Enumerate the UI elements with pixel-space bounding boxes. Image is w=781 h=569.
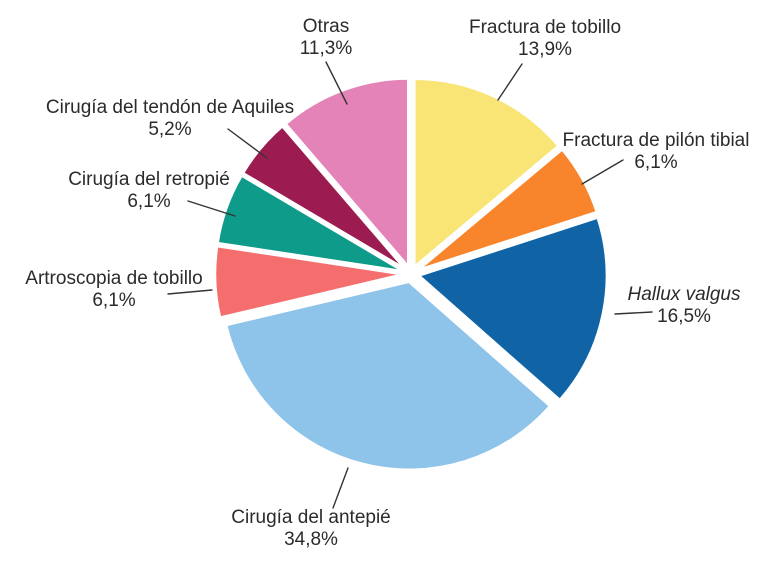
slice-label-text: Otras xyxy=(302,16,350,37)
slice-percent: 6,1% xyxy=(127,191,171,212)
slice-label-text: Artroscopia de tobillo xyxy=(25,268,203,289)
slice-percent: 5,2% xyxy=(148,119,192,140)
slice-label-text: Cirugía del tendón de Aquiles xyxy=(45,97,295,118)
slice-label-fractura-de-pilon-tibial: Fractura de pilón tibial 6,1% xyxy=(563,130,750,174)
pie-slice-hallux-valgus xyxy=(417,216,609,402)
slice-percent: 6,1% xyxy=(92,290,136,311)
slice-label-cirugia-del-antepie: Cirugía del antepié 34,8% xyxy=(231,507,391,551)
pie-slice-fractura-de-pilon-tibial xyxy=(416,148,599,272)
pie-slice-cirugia-del-antepie xyxy=(224,280,552,472)
slice-label-text: Fractura de pilón tibial xyxy=(562,130,750,151)
leader-line-cirugia-del-tendon-de-aquiles xyxy=(227,128,268,159)
slice-percent: 11,3% xyxy=(299,38,353,59)
leader-line-otras xyxy=(325,61,348,105)
slice-label-hallux-valgus: Hallux valgus 16,5% xyxy=(628,284,741,328)
leader-line-fractura-de-pilon-tibial xyxy=(581,159,624,185)
leader-line-hallux-valgus xyxy=(614,311,653,315)
slice-label-text: Hallux valgus xyxy=(627,284,741,305)
leader-line-fractura-de-tobillo xyxy=(497,63,523,101)
slice-percent: 13,9% xyxy=(518,39,572,60)
slice-label-otras: Otras 11,3% xyxy=(300,16,352,60)
leader-line-cirugia-del-retropie xyxy=(187,200,236,217)
leader-lines xyxy=(167,61,653,509)
slice-label-text: Cirugía del retropié xyxy=(68,169,230,190)
slice-label-text: Cirugía del antepié xyxy=(231,507,391,528)
slice-label-text: Fractura de tobillo xyxy=(468,17,622,38)
slice-label-fractura-de-tobillo: Fractura de tobillo 13,9% xyxy=(469,17,621,61)
slice-label-cirugia-del-retropie: Cirugía del retropié 6,1% xyxy=(68,169,230,213)
pie-slice-cirugia-del-tendon-de-aquiles xyxy=(241,125,407,271)
pie-slice-fractura-de-tobillo xyxy=(413,77,560,268)
slice-percent: 6,1% xyxy=(634,152,678,173)
leader-line-cirugia-del-antepie xyxy=(332,467,349,509)
pie-slices xyxy=(213,77,609,472)
slice-label-cirugia-del-tendon-de-aquiles: Cirugía del tendón de Aquiles 5,2% xyxy=(46,97,294,141)
pie-slice-cirugia-del-retropie xyxy=(216,174,405,273)
slice-percent: 16,5% xyxy=(657,306,711,327)
pie-slice-otras xyxy=(284,77,410,268)
slice-percent: 34,8% xyxy=(284,529,338,550)
pie-slice-artroscopia-de-tobillo xyxy=(213,244,405,319)
slice-label-artroscopia-de-tobillo: Artroscopia de tobillo 6,1% xyxy=(25,268,202,312)
leader-line-artroscopia-de-tobillo xyxy=(167,289,213,295)
